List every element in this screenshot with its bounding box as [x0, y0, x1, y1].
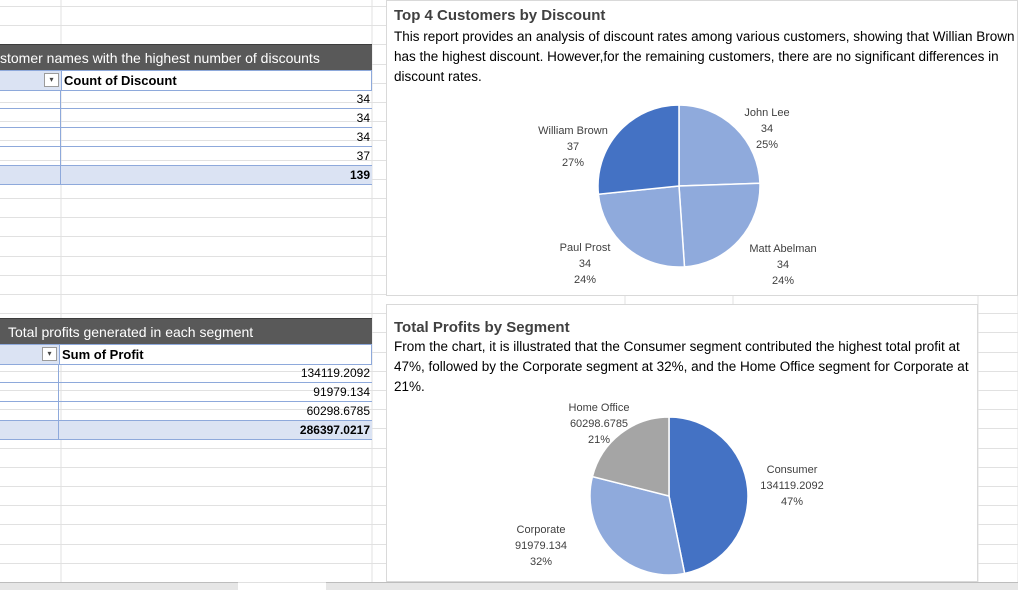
pie2-data-label-name: Home Office — [569, 402, 630, 414]
pie1-data-label-value: 34 — [761, 123, 773, 135]
row-label-cell[interactable] — [0, 421, 59, 439]
grand-total-row[interactable]: 286397.0217 — [0, 421, 372, 440]
grand-total-value[interactable]: 139 — [349, 168, 370, 182]
row-label-cell[interactable] — [0, 364, 59, 382]
chart2-description: From the chart, it is illustrated that t… — [394, 339, 969, 394]
chart-customers-discount[interactable]: Top 4 Customers by Discount This report … — [386, 0, 1018, 296]
table-row[interactable]: 37 — [0, 147, 372, 166]
pie1-slice-john-lee[interactable] — [678, 104, 761, 187]
pivot1-title: stomer names with the highest number of … — [0, 50, 320, 66]
pie2-data-label-value: 91979.134 — [515, 540, 567, 552]
pivot2-title-bar: Total profits generated in each segment — [0, 318, 372, 345]
pivot1-title-bar: stomer names with the highest number of … — [0, 44, 372, 71]
row-label-cell[interactable] — [0, 402, 59, 420]
row-label-cell[interactable] — [0, 383, 59, 401]
filter-dropdown-button[interactable]: ▾ — [44, 73, 59, 87]
table-row[interactable]: 134119.2092 — [0, 364, 372, 383]
row-label-cell[interactable] — [0, 147, 61, 165]
pie1-data-label-name: William Brown — [538, 125, 608, 137]
pie2-data-label-percent: 32% — [530, 556, 552, 568]
pie2-data-label-percent: 21% — [588, 434, 610, 446]
pie1-data-label-percent: 24% — [772, 275, 794, 287]
pivot1-header-row: ▾ Count of Discount — [0, 70, 372, 91]
table-row[interactable]: 91979.134 — [0, 383, 372, 402]
pie1-data-label-percent: 24% — [574, 274, 596, 286]
value-cell[interactable]: 34 — [356, 92, 370, 106]
chart2-title: Total Profits by Segment — [394, 319, 570, 336]
pie2-data-label-value: 60298.6785 — [570, 418, 628, 430]
pie1-data-label-value: 34 — [579, 258, 591, 270]
pivot2-title: Total profits generated in each segment — [8, 324, 254, 340]
chart1-title: Top 4 Customers by Discount — [394, 7, 606, 24]
pie1-data-label-name: Matt Abelman — [749, 243, 816, 255]
pie1-slice-paul-prost[interactable] — [597, 185, 686, 268]
row-label-cell[interactable] — [0, 128, 61, 146]
sheet-scrollbar-left[interactable] — [0, 582, 238, 590]
pivot2-header-label: Sum of Profit — [62, 347, 144, 362]
row-label-cell[interactable] — [0, 90, 61, 108]
pie1-slice-william-brown[interactable] — [597, 104, 680, 196]
row-label-cell[interactable] — [0, 109, 61, 127]
value-cell[interactable]: 37 — [356, 149, 370, 163]
table-row[interactable]: 60298.6785 — [0, 402, 372, 421]
grand-total-value[interactable]: 286397.0217 — [299, 423, 370, 437]
pie2-data-label-percent: 47% — [781, 496, 803, 508]
pie2-slice-corporate[interactable] — [589, 475, 686, 576]
value-cell[interactable]: 91979.134 — [313, 385, 370, 399]
pie2-data-label-name: Corporate — [517, 524, 566, 536]
pie1-data-label-name: John Lee — [744, 107, 789, 119]
pie2-slice-consumer[interactable] — [668, 416, 749, 575]
pivot1-header-cell[interactable]: Count of Discount — [61, 71, 372, 90]
pie2-data-label-name: Consumer — [767, 464, 818, 476]
dropdown-button[interactable]: ▾ — [42, 347, 57, 361]
pie1-slice-matt-abelman[interactable] — [678, 182, 761, 268]
pie2-data-label-value: 134119.2092 — [760, 480, 823, 492]
pivot1-header-label: Count of Discount — [64, 73, 177, 88]
row-label-cell[interactable] — [0, 166, 61, 184]
pivot2-header-cell[interactable]: Sum of Profit — [59, 345, 372, 364]
pie2-slice-home-office[interactable] — [591, 416, 670, 497]
table-row[interactable]: 34 — [0, 90, 372, 109]
pie-chart-profit[interactable]: Consumer 134119.2092 47% Corporate 91979.134… — [387, 305, 979, 583]
pie1-data-label-value: 37 — [567, 141, 579, 153]
value-cell[interactable]: 134119.2092 — [300, 366, 370, 380]
chart1-description: This report provides an analysis of disc… — [394, 29, 1015, 84]
value-cell[interactable]: 34 — [356, 111, 370, 125]
value-cell[interactable]: 60298.6785 — [306, 404, 370, 418]
pie1-data-label-name: Paul Prost — [560, 242, 611, 254]
pivot2-header-row: ▾ Sum of Profit — [0, 344, 372, 365]
table-row[interactable]: 34 — [0, 128, 372, 147]
table-row[interactable]: 34 — [0, 109, 372, 128]
pie1-data-label-value: 34 — [777, 259, 789, 271]
chart-profits-segment[interactable]: Total Profits by Segment From the chart,… — [386, 304, 978, 582]
pie-chart-discount[interactable]: John Lee 34 25% Matt Abelman 34 24% Paul Prost… — [387, 1, 1018, 297]
value-cell[interactable]: 34 — [356, 130, 370, 144]
grand-total-row[interactable]: 139 — [0, 166, 372, 185]
sheet-scrollbar-right[interactable] — [326, 582, 1018, 590]
pie1-data-label-percent: 25% — [756, 139, 778, 151]
pie1-data-label-percent: 27% — [562, 157, 584, 169]
